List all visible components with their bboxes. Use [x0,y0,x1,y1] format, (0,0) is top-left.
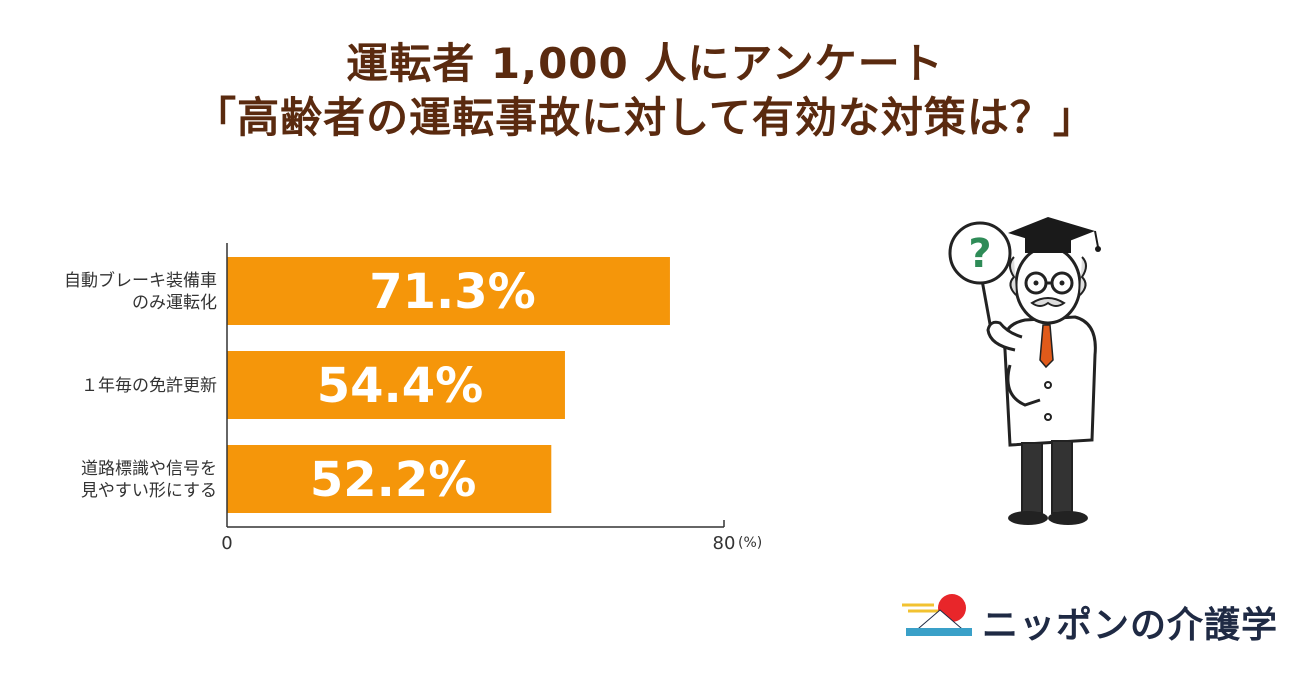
category-label-0-1: のみ運転化 [132,293,217,313]
professor-illustration: ? [948,217,1101,525]
x-tick-label-0: 0 [221,533,232,554]
x-axis-unit-label: (%) [738,535,762,551]
chart-title-line-2: 「高齢者の運転事故に対して有効な対策は？」 [194,93,1096,142]
question-mark-icon: ? [968,231,991,277]
bar-0 [227,257,670,325]
bar-2 [227,445,552,513]
mount-fuji-sun-logo-icon [902,594,972,636]
tie [1039,324,1054,369]
category-label-2-0: 道路標識や信号を [81,459,217,479]
mustache [1030,297,1066,307]
category-label-0-0: 自動ブレーキ装備車 [64,270,217,291]
bar-1 [227,351,565,419]
left-leg [1021,442,1043,514]
raised-arm [986,320,1023,352]
chart-title-line-1: 運転者 1,000 人にアンケート [346,39,944,88]
right-leg [1051,440,1073,514]
left-shoe [1008,511,1048,525]
logo-text: ニッポンの介護学 [982,605,1279,646]
category-label-1-0: １年毎の免許更新 [81,376,217,396]
x-tick-label-80: 80 [713,533,736,554]
category-label-2-1: 見やすい形にする [81,481,217,501]
bar-value-label-2: 52.2% [310,452,477,508]
bar-value-label-1: 54.4% [317,358,484,414]
bar-value-label-0: 71.3% [369,264,536,320]
nippon-kaigogaku-logo: ニッポンの介護学 [900,588,1277,648]
question-sign [948,221,1012,285]
right-shoe [1048,511,1088,525]
